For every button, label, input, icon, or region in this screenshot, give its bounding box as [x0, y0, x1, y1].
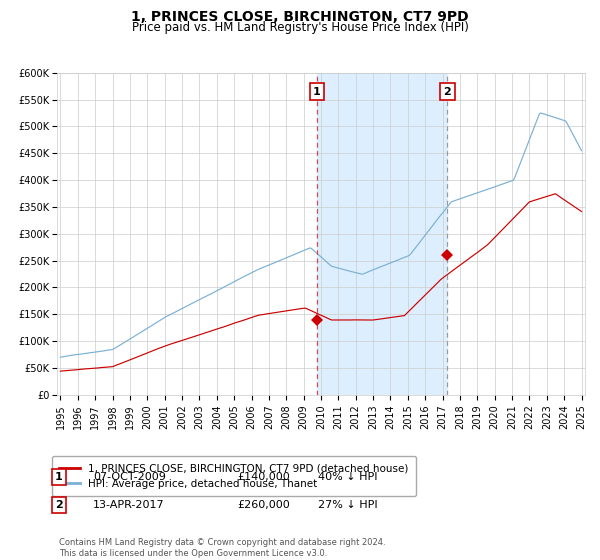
Text: 2: 2 — [443, 87, 451, 96]
Text: Contains HM Land Registry data © Crown copyright and database right 2024.
This d: Contains HM Land Registry data © Crown c… — [59, 538, 385, 558]
Text: £140,000: £140,000 — [237, 472, 290, 482]
Text: 1, PRINCES CLOSE, BIRCHINGTON, CT7 9PD: 1, PRINCES CLOSE, BIRCHINGTON, CT7 9PD — [131, 10, 469, 24]
Text: 1: 1 — [55, 472, 62, 482]
Text: 13-APR-2017: 13-APR-2017 — [93, 500, 164, 510]
Text: £260,000: £260,000 — [237, 500, 290, 510]
Text: 40% ↓ HPI: 40% ↓ HPI — [318, 472, 377, 482]
Legend: 1, PRINCES CLOSE, BIRCHINGTON, CT7 9PD (detached house), HPI: Average price, det: 1, PRINCES CLOSE, BIRCHINGTON, CT7 9PD (… — [52, 456, 416, 496]
Text: 07-OCT-2009: 07-OCT-2009 — [93, 472, 166, 482]
Bar — [317, 73, 448, 395]
Text: 2: 2 — [55, 500, 62, 510]
Text: 27% ↓ HPI: 27% ↓ HPI — [318, 500, 377, 510]
Text: 1: 1 — [313, 87, 321, 96]
Text: Price paid vs. HM Land Registry's House Price Index (HPI): Price paid vs. HM Land Registry's House … — [131, 21, 469, 34]
